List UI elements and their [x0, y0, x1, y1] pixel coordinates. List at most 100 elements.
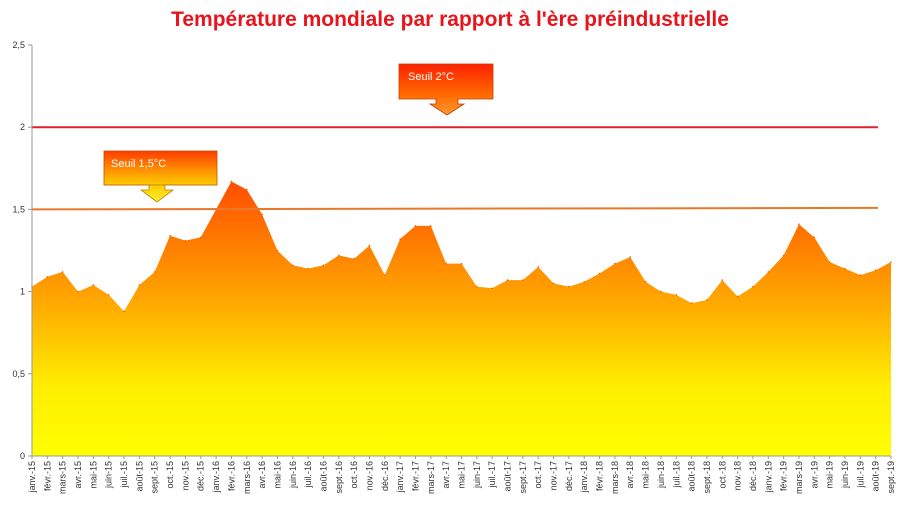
x-tick-label: févr.-19	[779, 461, 789, 491]
x-tick-label: avr.-18	[625, 461, 635, 489]
data-point	[629, 256, 632, 258]
x-tick-label: mai-16	[272, 461, 282, 489]
x-tick-label: oct.-17	[533, 461, 543, 489]
data-point	[384, 274, 386, 276]
x-tick-label: nov.-15	[180, 461, 190, 490]
x-tick-label: avr.-17	[441, 461, 451, 489]
x-tick-label: janv.-16	[211, 461, 221, 493]
temperature-area	[32, 181, 891, 456]
x-tick-label: janv.-17	[395, 461, 405, 493]
y-tick-label: 1,5	[12, 204, 25, 214]
data-point	[890, 261, 892, 263]
x-tick-label: avr.-15	[73, 461, 83, 489]
x-tick-label: mars-16	[242, 461, 252, 494]
x-tick-label: oct.-15	[165, 461, 175, 489]
data-point	[721, 279, 724, 281]
x-tick-label: août-19	[871, 461, 881, 492]
data-point	[506, 279, 509, 281]
data-point	[583, 280, 586, 283]
data-point	[598, 272, 601, 275]
data-point	[813, 236, 816, 239]
data-point	[752, 285, 754, 288]
x-tick-label: avr.-16	[257, 461, 267, 489]
x-tick-label: déc.-16	[380, 461, 390, 491]
x-tick-label: juil.-18	[671, 461, 681, 489]
x-tick-label: mars-18	[610, 461, 620, 494]
threshold-1-5-line	[31, 206, 879, 211]
data-point	[476, 285, 478, 288]
x-tick-label: juin-19	[840, 461, 850, 489]
data-point	[169, 234, 171, 237]
x-tick-label: déc.-15	[196, 461, 206, 491]
y-tick-label: 0,5	[12, 369, 25, 379]
y-tick-label: 2,5	[12, 40, 25, 50]
callout-threshold-2-label: Seuil 2°C	[408, 71, 454, 83]
data-point	[245, 188, 248, 191]
callout-threshold-1-5-label: Seuil 1,5°C	[111, 158, 166, 170]
x-tick-label: févr.-17	[410, 461, 420, 491]
x-tick-label: mai-15	[88, 461, 98, 489]
chart-title: Température mondiale par rapport à l'ère…	[171, 8, 729, 31]
x-tick-label: janv.-15	[27, 461, 37, 493]
data-point	[874, 269, 877, 272]
data-point	[690, 302, 693, 304]
data-point	[828, 261, 831, 263]
data-point	[568, 285, 570, 288]
x-tick-label: sept.-16	[334, 461, 344, 494]
data-point	[276, 249, 279, 252]
callout-threshold-1-5: Seuil 1,5°C	[103, 150, 218, 203]
x-tick-label: juil.-17	[487, 461, 497, 489]
x-tick-label: mai-18	[641, 461, 651, 489]
x-tick-label: sept.-18	[702, 461, 712, 494]
x-tick-label: avr.-19	[809, 461, 819, 489]
x-tick-label: août-15	[134, 461, 144, 492]
data-point	[736, 295, 739, 298]
x-tick-label: mai-17	[457, 461, 467, 489]
x-tick-label: mars-17	[426, 461, 436, 494]
x-tick-label: oct.-18	[717, 461, 727, 489]
x-tick-label: juin-16	[288, 461, 298, 489]
data-point	[491, 287, 493, 290]
x-tick-label: sept.-15	[150, 461, 160, 494]
data-point	[460, 262, 463, 265]
x-tick-label: déc.-18	[748, 461, 758, 491]
x-tick-label: juin-18	[656, 461, 666, 489]
data-point	[291, 264, 294, 267]
data-point	[782, 254, 785, 257]
x-tick-label: juin-17	[472, 461, 482, 489]
data-point	[368, 244, 371, 247]
data-point	[61, 271, 64, 273]
y-tick-label: 2	[20, 122, 25, 132]
data-point	[399, 238, 401, 240]
x-tick-label: juin-15	[104, 461, 114, 489]
y-tick-label: 1	[20, 287, 25, 297]
data-point	[844, 267, 846, 270]
data-point	[123, 310, 125, 313]
x-tick-label: mai-19	[825, 461, 835, 489]
data-point	[522, 279, 524, 281]
data-point	[430, 225, 432, 227]
data-point	[414, 225, 417, 227]
x-tick-label: août-17	[503, 461, 513, 492]
data-point	[353, 257, 355, 260]
data-point	[644, 280, 647, 283]
data-point	[552, 282, 555, 285]
y-tick-label: 0	[20, 451, 25, 461]
data-point	[337, 254, 340, 257]
x-tick-label: août-16	[318, 461, 328, 492]
x-tick-label: nov.-18	[733, 461, 743, 490]
x-tick-label: oct.-16	[349, 461, 359, 489]
x-tick-label: janv.-19	[763, 461, 773, 493]
data-point	[445, 262, 447, 265]
x-tick-label: nov.-16	[364, 461, 374, 490]
data-point	[261, 213, 263, 216]
x-tick-label: sept.-17	[518, 461, 528, 494]
data-point	[46, 276, 49, 278]
data-point	[675, 294, 678, 296]
data-point	[199, 236, 202, 239]
data-point	[537, 266, 539, 268]
data-point	[107, 294, 110, 296]
x-tick-label: nov.-17	[549, 461, 559, 490]
x-tick-label: juil.-19	[855, 461, 865, 489]
